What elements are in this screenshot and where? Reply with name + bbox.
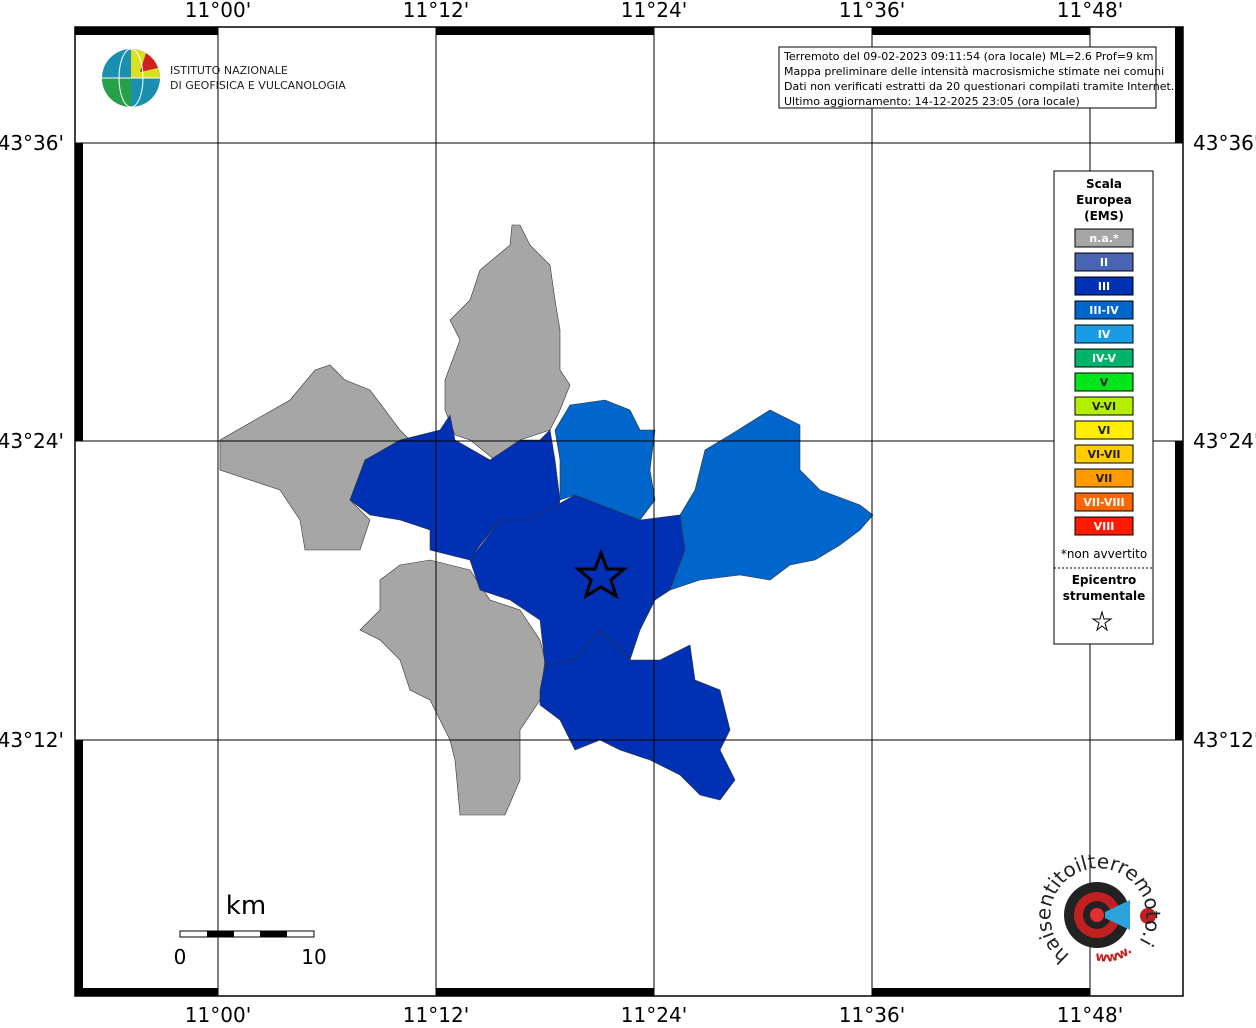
lat-label: 43°36' (1193, 131, 1256, 155)
lat-label: 43°12' (1193, 728, 1256, 752)
region (539, 629, 736, 801)
lon-label: 11°24' (621, 1003, 687, 1024)
epicenter-label: Epicentro (1072, 573, 1137, 587)
legend-swatch (1074, 372, 1134, 392)
scale-unit: km (226, 891, 266, 921)
lat-label: 43°12' (0, 728, 64, 752)
lat-label: 43°24' (1193, 429, 1256, 453)
region (669, 409, 874, 591)
legend-swatch (1074, 444, 1134, 464)
lon-label: 11°36' (839, 0, 905, 22)
scale-tick: 10 (301, 945, 326, 969)
legend-label: n.a.* (1089, 232, 1119, 245)
info-line: Terremoto del 09-02-2023 09:11:54 (ora l… (783, 50, 1154, 63)
legend-swatch (1074, 324, 1134, 344)
legend-title: (EMS) (1084, 209, 1124, 223)
lon-label: 11°00' (185, 0, 251, 22)
scale-tick: 0 (174, 945, 187, 969)
info-box: Terremoto del 09-02-2023 09:11:54 (ora l… (778, 46, 1174, 109)
legend-swatch (1074, 516, 1134, 536)
legend-label: III-IV (1089, 304, 1119, 317)
legend-swatch (1074, 228, 1134, 248)
legend-note: *non avvertito (1061, 547, 1147, 561)
lon-label: 11°12' (403, 1003, 469, 1024)
legend-title: Europea (1076, 193, 1132, 207)
scale-bar: km 0 10 (174, 891, 327, 969)
legend-swatch (1074, 396, 1134, 416)
legend-label: V (1100, 376, 1109, 389)
legend-label: II (1100, 256, 1108, 269)
lon-label: 11°24' (621, 0, 687, 22)
region (359, 559, 546, 816)
legend-label: VII-VIII (1083, 496, 1124, 509)
info-line: Ultimo aggiornamento: 14-12-2025 23:05 (… (784, 95, 1080, 108)
legend-label: VI (1098, 424, 1111, 437)
lon-label: 11°36' (839, 1003, 905, 1024)
lat-label: 43°36' (0, 131, 64, 155)
info-line: Dati non verificati estratti da 20 quest… (784, 80, 1174, 93)
logo-text: ISTITUTO NAZIONALE (170, 64, 288, 77)
info-line: Mappa preliminare delle intensità macros… (784, 65, 1164, 78)
legend-swatch (1074, 348, 1134, 368)
legend-label: III (1098, 280, 1110, 293)
legend-swatch (1074, 420, 1134, 440)
region (349, 414, 561, 561)
lon-label: 11°00' (185, 1003, 251, 1024)
lon-label: 11°48' (1057, 1003, 1123, 1024)
legend-swatch (1074, 468, 1134, 488)
region (554, 399, 656, 521)
epicenter-label: strumentale (1063, 589, 1146, 603)
epicenter-star (573, 548, 629, 600)
municipalities (219, 224, 874, 816)
legend-label: VII (1096, 472, 1113, 485)
region (469, 494, 686, 666)
legend-swatch (1074, 300, 1134, 320)
frame-ticks (75, 27, 1183, 996)
legend-label: VI-VII (1087, 448, 1120, 461)
lat-label: 43°24' (0, 429, 64, 453)
lon-label: 11°48' (1057, 0, 1123, 22)
legend-label: VIII (1094, 520, 1115, 533)
ingv-logo: ISTITUTO NAZIONALE DI GEOFISICA E VULCAN… (102, 48, 346, 108)
legend: Scala Europea (EMS) *non avvertito Epice… (1053, 170, 1154, 645)
logo-text: DI GEOFISICA E VULCANOLOGIA (170, 79, 346, 92)
legend-swatch (1074, 252, 1134, 272)
legend-swatch (1074, 276, 1134, 296)
legend-label: IV-V (1092, 352, 1117, 365)
legend-label: IV (1098, 328, 1111, 341)
lon-label: 11°12' (403, 0, 469, 22)
legend-label: V-VI (1092, 400, 1116, 413)
legend-title: Scala (1086, 177, 1122, 191)
legend-swatch (1074, 492, 1134, 512)
